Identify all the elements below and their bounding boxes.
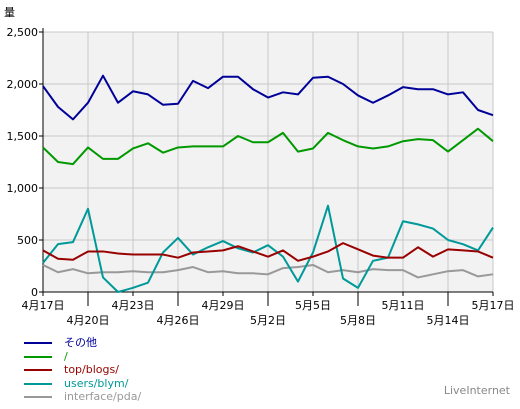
legend-label: top/blogs/ (64, 363, 119, 376)
x-tick-label: 4月29日 (202, 299, 245, 312)
x-tick-label: 5月11日 (382, 299, 425, 312)
y-tick-label: 1,500 (7, 130, 39, 143)
x-tick-label: 5月17日 (472, 299, 515, 312)
x-tick-label: 4月23日 (112, 299, 155, 312)
legend-swatch (24, 396, 52, 398)
series-line (42, 127, 494, 166)
legend-swatch (24, 382, 52, 385)
series-line (42, 263, 494, 279)
series-line (42, 74, 494, 121)
series-line (42, 204, 494, 293)
grid-layer (42, 31, 494, 293)
legend-label: interface/pda/ (64, 390, 142, 403)
series-layer (42, 74, 494, 293)
x-tick-label: 5月14日 (427, 314, 470, 327)
legend-label: / (64, 349, 68, 363)
x-tick-label: 4月26日 (157, 314, 200, 327)
x-tick-label: 4月17日 (22, 299, 65, 312)
legend-label: その他 (64, 336, 97, 349)
series-line (42, 242, 494, 262)
x-tick-label: 5月8日 (340, 314, 376, 327)
legend-swatch (24, 355, 52, 358)
legend-label: users/blym/ (64, 376, 129, 390)
x-tick-label: 5月2日 (250, 314, 286, 327)
y-tick-label: 1,000 (7, 182, 39, 195)
y-axis-label: 量 (4, 6, 15, 19)
y-tick-label: 500 (17, 234, 38, 247)
watermark: LiveInternet (443, 384, 510, 397)
x-tick-label: 4月20日 (67, 314, 110, 327)
axis-layer: 05001,0001,5002,0002,5004月17日4月20日4月23日4… (7, 26, 515, 327)
y-tick-label: 0 (31, 286, 38, 299)
y-tick-label: 2,000 (7, 78, 39, 91)
x-tick-label: 5月5日 (295, 299, 331, 312)
legend-swatch (24, 342, 52, 344)
legend-swatch (24, 369, 52, 371)
y-tick-label: 2,500 (7, 26, 39, 39)
